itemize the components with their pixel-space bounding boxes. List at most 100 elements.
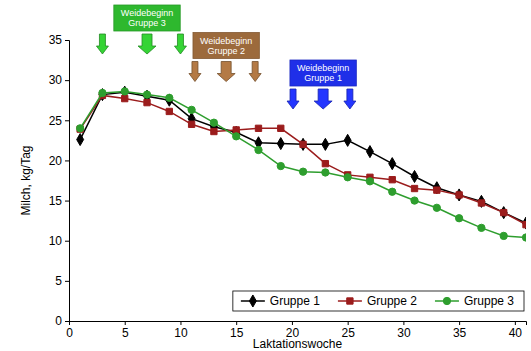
series-marker (233, 133, 240, 140)
series-marker (456, 189, 463, 201)
x-tick-label: 25 (341, 326, 355, 340)
series-marker (433, 204, 440, 211)
annotation-arrow (174, 34, 186, 54)
y-tick: 25 (49, 114, 69, 128)
x-tick: 35 (453, 321, 467, 340)
annotation-arrow (189, 62, 201, 82)
series-marker (366, 178, 373, 185)
y-tick-label: 25 (49, 114, 63, 128)
series-marker (478, 195, 485, 207)
x-tick-mark (348, 321, 349, 325)
x-tick-label: 15 (230, 326, 244, 340)
series-marker (389, 188, 396, 195)
x-tick-mark (292, 321, 293, 325)
y-tick-label: 20 (49, 154, 63, 168)
series-marker (523, 217, 526, 229)
y-tick: 0 (55, 314, 69, 328)
x-tick-label: 35 (453, 326, 467, 340)
x-tick-mark (403, 321, 404, 325)
x-tick-label: 30 (397, 326, 411, 340)
series-marker (76, 125, 83, 132)
series-marker (166, 108, 172, 114)
y-tick-mark (65, 281, 69, 282)
annotation-text: Weidebeginn (297, 63, 349, 73)
series-marker (188, 106, 195, 113)
annotation-box (290, 60, 356, 86)
series-marker (299, 168, 306, 175)
series-marker (389, 177, 395, 183)
legend: Gruppe 1 Gruppe 2 Gruppe 3 (233, 291, 524, 311)
series-marker (122, 95, 128, 101)
series-line (80, 95, 526, 224)
x-tick-mark (515, 321, 516, 325)
series-marker (278, 125, 284, 131)
legend-box (233, 291, 524, 311)
series-marker (210, 119, 217, 126)
y-tick-mark (65, 160, 69, 161)
series-marker (344, 174, 351, 181)
x-tick-label: 0 (66, 326, 73, 340)
x-tick-mark (459, 321, 460, 325)
annotation-arrow (217, 62, 235, 82)
series-marker (255, 125, 261, 131)
annotation-arrow (287, 89, 299, 109)
annotation-arrow (344, 89, 356, 109)
series-marker (144, 99, 150, 105)
y-tick-label: 30 (49, 73, 63, 87)
annotation: WeidebeginnGruppe 3 (96, 5, 186, 54)
x-tick: 15 (230, 321, 244, 340)
series-marker (411, 185, 417, 191)
x-tick: 0 (66, 321, 73, 340)
series-marker (500, 207, 507, 219)
legend-entry: Gruppe 2 (338, 294, 417, 308)
series-marker (389, 158, 396, 170)
series-marker (300, 141, 306, 147)
series-marker (233, 127, 239, 133)
annotation-text: Gruppe 2 (207, 46, 245, 56)
series-marker (434, 187, 440, 193)
y-tick: 35 (49, 33, 69, 47)
y-tick: 10 (49, 234, 69, 248)
series-marker (255, 146, 262, 153)
series-line (80, 92, 526, 223)
legend-entry: Gruppe 1 (241, 294, 320, 308)
x-tick-label: 40 (509, 326, 523, 340)
series-marker (433, 182, 440, 194)
annotation: WeidebeginnGruppe 1 (287, 60, 356, 109)
annotation-text: Weidebeginn (200, 36, 252, 46)
x-axis-line (70, 322, 527, 326)
annotation-text: Gruppe 3 (128, 18, 166, 28)
x-tick: 30 (397, 321, 411, 340)
annotation-arrow (249, 62, 261, 82)
series-marker (455, 215, 462, 222)
legend-label: Gruppe 2 (367, 294, 417, 308)
x-tick: 25 (341, 321, 355, 340)
y-tick-mark (65, 241, 69, 242)
y-tick-label: 5 (55, 274, 62, 288)
y-tick: 5 (55, 274, 69, 288)
x-tick: 5 (122, 321, 129, 340)
x-tick-mark (125, 321, 126, 325)
series-marker (77, 134, 84, 146)
annotation-arrow (314, 89, 332, 109)
x-axis-title: Laktationswoche (253, 337, 343, 351)
series-marker (322, 169, 329, 176)
series-marker (478, 224, 485, 231)
series-marker (344, 134, 351, 146)
annotation-arrow (96, 34, 108, 54)
series-line (80, 91, 526, 237)
legend-entry: Gruppe 3 (435, 294, 514, 308)
series-marker (478, 200, 484, 206)
x-tick-label: 10 (174, 326, 188, 340)
y-tick: 30 (49, 73, 69, 87)
legend-marker (347, 298, 353, 304)
series-marker (277, 138, 284, 150)
x-tick-label: 5 (122, 326, 129, 340)
series-marker (188, 121, 194, 127)
annotation: WeidebeginnGruppe 2 (189, 33, 261, 82)
y-tick-mark (65, 201, 69, 202)
x-tick: 10 (174, 321, 188, 340)
annotation-text: Weidebeginn (121, 8, 173, 18)
series-marker (99, 89, 106, 96)
y-tick-mark (65, 120, 69, 121)
